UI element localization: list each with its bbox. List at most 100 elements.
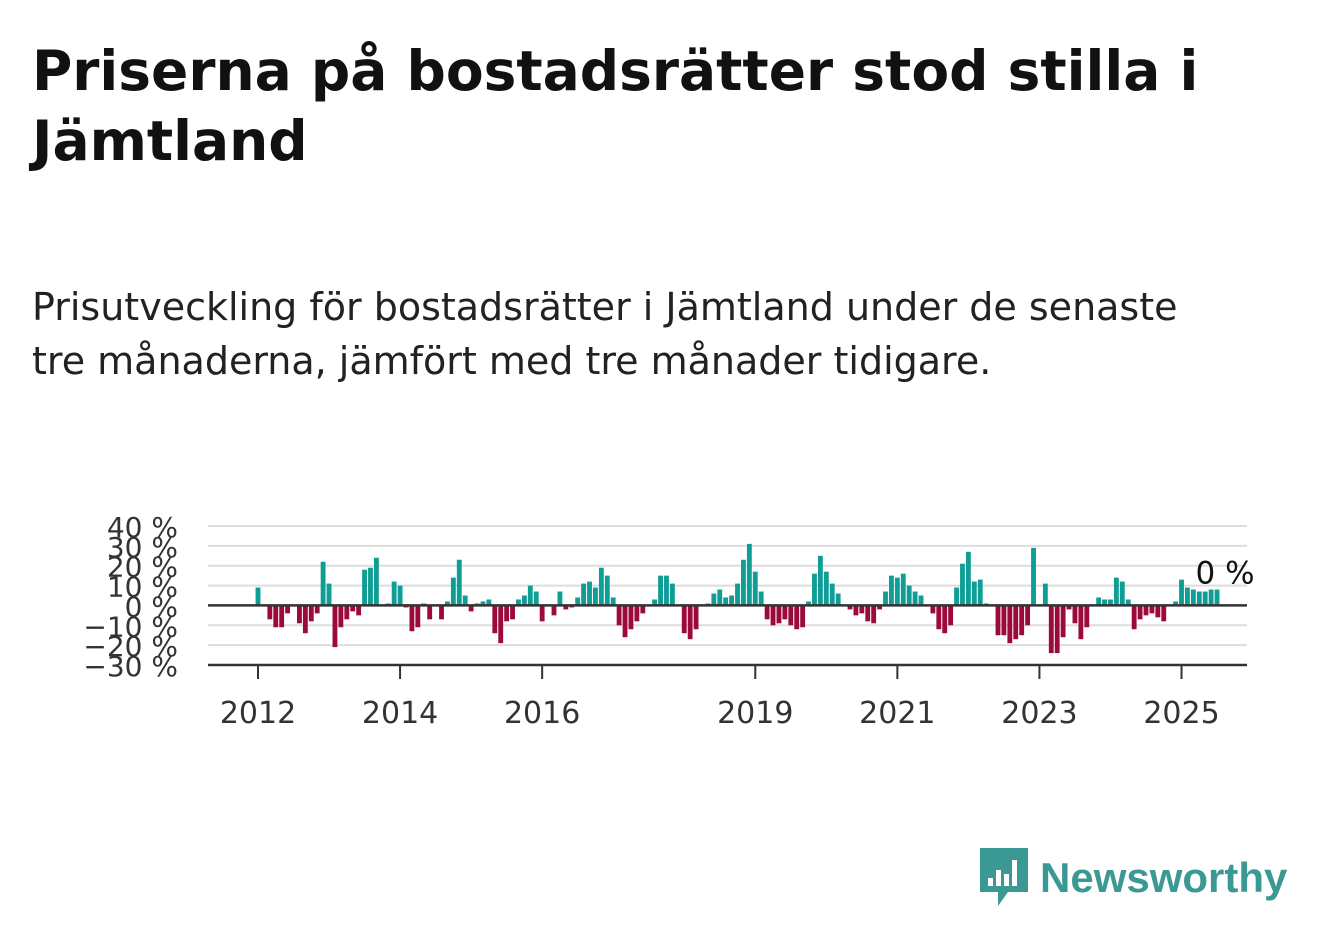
bar (664, 575, 669, 606)
bar (409, 605, 415, 632)
x-tick-label: 2012 (220, 696, 296, 731)
bar (918, 595, 924, 606)
bar (273, 605, 279, 628)
bar (835, 593, 841, 606)
bar (1102, 599, 1107, 606)
y-tick-label: 0 % (125, 590, 178, 623)
bar (669, 583, 675, 606)
bar (563, 605, 569, 610)
bar (1161, 605, 1167, 622)
bar (285, 605, 291, 614)
bar (267, 605, 273, 620)
bar (510, 605, 515, 620)
y-tick-label: 20 % (107, 551, 178, 584)
bar (527, 585, 533, 606)
newsworthy-logo-icon (980, 848, 1028, 906)
bar (391, 581, 397, 606)
bar (806, 601, 811, 606)
brand-name: Newsworthy (1040, 854, 1288, 901)
bar (314, 605, 320, 614)
bar (942, 605, 948, 634)
bar (332, 605, 338, 648)
bar (338, 605, 344, 628)
bar (877, 605, 883, 610)
bar (1072, 605, 1078, 624)
bar (533, 591, 539, 606)
bar (764, 605, 770, 620)
bar (326, 583, 332, 606)
bar (1042, 583, 1048, 606)
bar (1185, 587, 1190, 606)
bar (1173, 601, 1179, 606)
bar (853, 605, 859, 616)
bar (593, 587, 598, 606)
bar (794, 605, 800, 630)
bar (356, 605, 362, 616)
y-tick-label: 30 % (107, 531, 178, 564)
bar (255, 587, 261, 606)
bar (1119, 581, 1125, 606)
bar (1096, 597, 1102, 606)
bar (652, 599, 658, 606)
x-tick-label: 2014 (362, 696, 438, 731)
y-tick-label: −10 % (83, 610, 178, 643)
bar (960, 563, 965, 606)
bar (894, 577, 900, 606)
bar (971, 581, 977, 606)
bar (504, 605, 510, 622)
chart-subtitle: Prisutveckling för bostadsrätter i Jämtl… (32, 285, 1178, 383)
x-tick-label: 2016 (504, 696, 580, 731)
bar (829, 583, 835, 606)
bar (450, 577, 456, 606)
bar (279, 605, 285, 628)
bar (445, 601, 450, 606)
bar (1048, 605, 1054, 654)
bar (1025, 605, 1031, 626)
bar (741, 559, 746, 606)
bar (462, 595, 468, 606)
bar (687, 605, 693, 640)
bar (521, 595, 527, 606)
bar (350, 605, 356, 612)
bar (498, 605, 504, 644)
bar (297, 605, 302, 624)
bar (693, 605, 699, 630)
bar (900, 573, 906, 606)
bar (817, 555, 823, 606)
bar (788, 605, 794, 626)
bar (557, 591, 563, 606)
bar (883, 591, 888, 606)
bar (604, 575, 610, 606)
bar (1084, 605, 1090, 628)
bar (492, 605, 498, 634)
bar (1155, 605, 1161, 618)
bar (439, 605, 444, 620)
bar (1143, 605, 1149, 616)
bar (1066, 605, 1072, 610)
bar (1196, 591, 1202, 606)
bar (912, 591, 918, 606)
bar (1137, 605, 1143, 620)
bar (859, 605, 865, 614)
bar (1179, 579, 1184, 606)
bar (1214, 589, 1220, 606)
bar (415, 605, 421, 628)
bar (758, 591, 764, 606)
bar (1108, 599, 1113, 606)
bar (1131, 605, 1137, 630)
bar (634, 605, 640, 622)
bar (1013, 605, 1019, 640)
bar (397, 585, 403, 606)
bar (516, 599, 521, 606)
bar (486, 599, 492, 606)
last-value-label: 0 % (1196, 556, 1255, 592)
x-tick-label: 2023 (1001, 696, 1077, 731)
bar (930, 605, 936, 614)
bar (1031, 547, 1036, 606)
bar (681, 605, 687, 634)
y-axis-tick-labels: 40 %30 %20 %10 %0 %−10 %−20 %−30 % (83, 511, 178, 683)
bar (1190, 589, 1196, 606)
bar (368, 567, 373, 606)
y-tick-label: −20 % (83, 630, 178, 663)
bar (610, 597, 616, 606)
